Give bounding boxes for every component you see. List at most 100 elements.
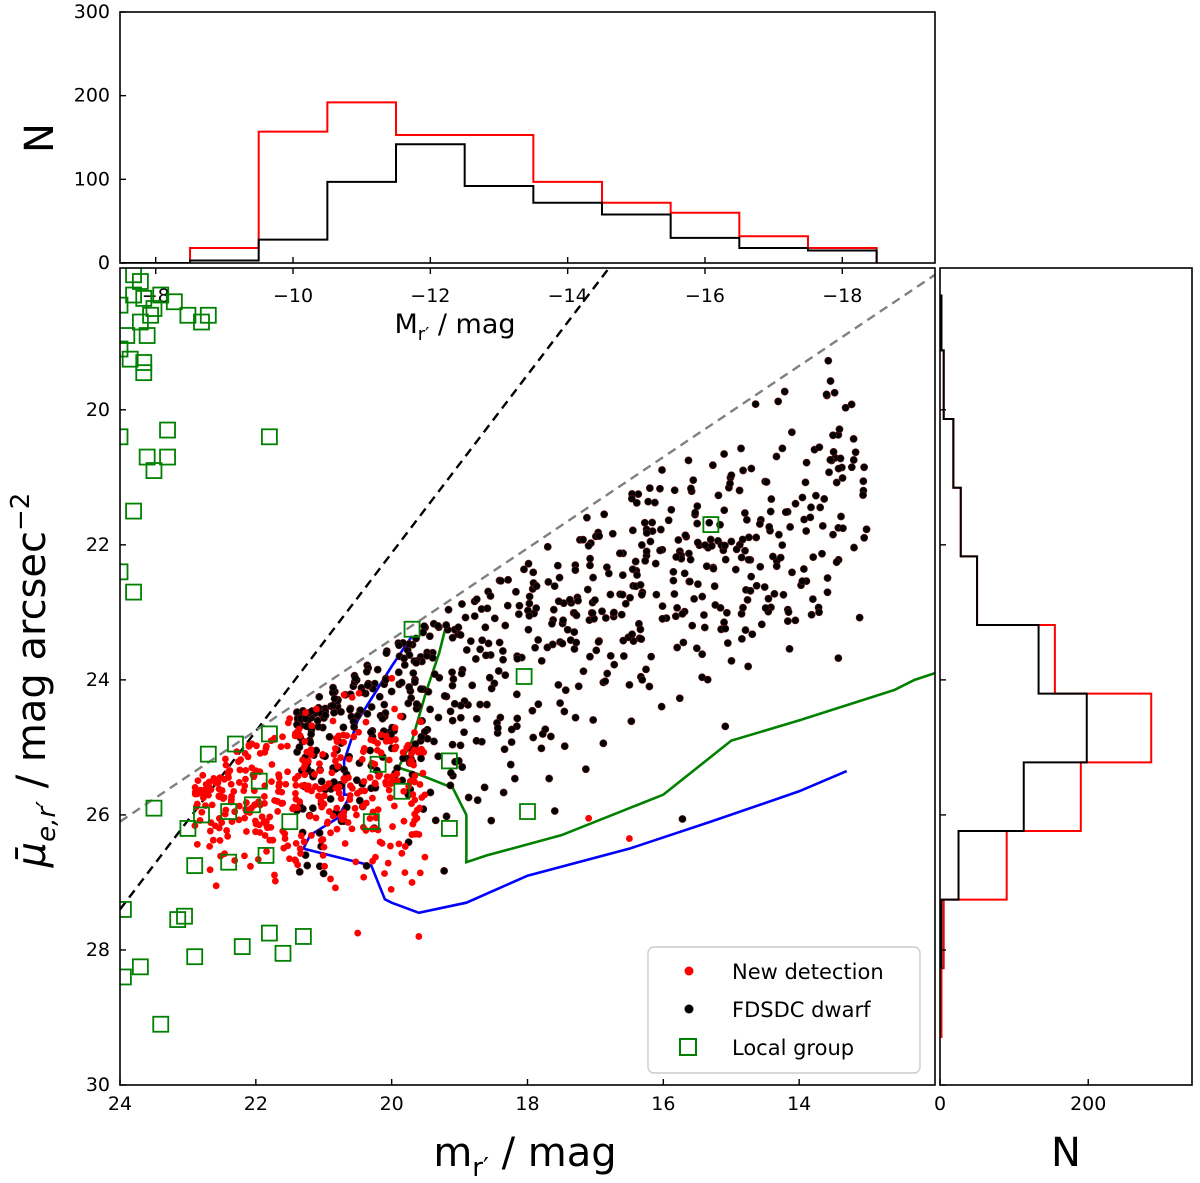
fdsdc-point <box>498 647 507 655</box>
new-detection-point <box>199 771 207 779</box>
new-detection-point <box>345 755 353 763</box>
fdsdc-point <box>546 732 555 741</box>
new-detection-point <box>191 783 199 791</box>
new-detection-point <box>329 812 337 820</box>
local-group-point <box>125 502 142 520</box>
fdsdc-point <box>621 599 630 608</box>
new-detection-point <box>252 828 259 836</box>
new-detection-point <box>277 743 285 751</box>
fdsdc-point <box>381 675 390 684</box>
new-detection-point <box>216 837 224 844</box>
fdsdc-point <box>735 486 744 495</box>
fdsdc-point <box>832 558 841 567</box>
new-detection-point <box>243 828 250 835</box>
local-group-point <box>362 813 380 831</box>
fdsdc-point <box>834 654 843 662</box>
new-detection-point <box>330 751 338 758</box>
new-detection-point <box>200 786 208 794</box>
fdsdc-point <box>504 575 513 584</box>
new-detection-point <box>300 838 308 846</box>
fdsdc-point <box>586 652 594 661</box>
fdsdc-point <box>642 547 651 556</box>
new-detection-point <box>199 794 207 802</box>
new-detection-point <box>276 779 283 787</box>
fdsdc-point <box>669 567 678 576</box>
fdsdc-point <box>727 537 736 546</box>
top-xtick-label: −12 <box>410 285 450 307</box>
fdsdc-point <box>656 484 664 493</box>
fdsdc-point <box>672 553 681 561</box>
new-detection-point <box>367 736 375 744</box>
fdsdc-point <box>301 714 310 723</box>
fdsdc-point <box>832 478 841 487</box>
new-detection-point <box>399 749 407 756</box>
fdsdc-point <box>531 643 539 652</box>
fdsdc-point <box>464 793 473 802</box>
fdsdc-point <box>507 738 516 747</box>
fdsdc-point <box>727 471 736 480</box>
fdsdc-point <box>772 452 781 461</box>
fdsdc-point <box>755 520 764 528</box>
new-detection-point <box>393 777 401 785</box>
new-detection-point <box>343 732 351 740</box>
new-detection-point <box>241 814 249 822</box>
new-detection-point <box>260 793 268 800</box>
fdsdc-point <box>574 596 582 605</box>
main-ytick-label: 28 <box>86 939 110 961</box>
new-detection-point <box>215 824 223 832</box>
fdsdc-point <box>574 682 583 691</box>
local-group-point <box>261 428 278 446</box>
fdsdc-point <box>394 668 403 677</box>
fdsdc-point <box>355 796 364 805</box>
fdsdc-point <box>641 556 650 565</box>
fdsdc-point <box>373 665 382 674</box>
fdsdc-point <box>545 774 554 783</box>
fdsdc-point <box>807 503 815 512</box>
legend-label-fdsdc: FDSDC dwarf <box>732 998 871 1022</box>
new-detection-point <box>279 733 286 741</box>
new-detection-point <box>393 770 401 778</box>
fdsdc-point <box>541 725 550 734</box>
new-detection-point <box>279 799 287 807</box>
new-detection-point <box>325 808 333 815</box>
new-detection-point <box>404 741 412 749</box>
new-detection-point <box>255 798 262 806</box>
local-group-point <box>120 968 132 986</box>
local-group-point <box>199 306 217 324</box>
new-detection-point <box>320 843 328 851</box>
fdsdc-point <box>446 781 455 790</box>
local-group-point <box>138 327 156 344</box>
new-detection-point <box>337 754 345 761</box>
new-detection-point <box>381 870 388 877</box>
local-group-point <box>261 924 278 942</box>
top-xtick-label: −14 <box>548 285 588 307</box>
legend-marker-fdsdc <box>684 1004 694 1014</box>
fdsdc-point <box>484 639 493 648</box>
fdsdc-point <box>600 510 609 519</box>
local-group-point <box>519 803 536 820</box>
fdsdc-point <box>510 774 519 783</box>
fdsdc-point <box>500 745 509 754</box>
new-detection-point <box>411 729 418 736</box>
fdsdc-point <box>801 478 810 487</box>
fdsdc-point <box>720 618 728 627</box>
fdsdc-point <box>675 694 684 703</box>
new-detection-point <box>385 786 393 794</box>
new-detection-point <box>416 804 423 812</box>
new-detection-point <box>202 781 210 788</box>
local-group-point <box>159 421 176 439</box>
local-group-point <box>120 563 129 581</box>
new-detection-point <box>332 884 339 892</box>
local-group-point <box>125 583 142 601</box>
fdsdc-point <box>476 700 485 709</box>
fdsdc-point <box>618 590 627 599</box>
fdsdc-point <box>826 377 835 385</box>
fdsdc-point <box>799 565 808 573</box>
fdsdc-point <box>709 564 718 573</box>
main-ytick-label: 30 <box>86 1074 110 1096</box>
fdsdc-point <box>664 516 673 525</box>
fdsdc-point <box>706 535 715 544</box>
fdsdc-point <box>673 643 682 652</box>
fdsdc-point <box>837 512 845 521</box>
